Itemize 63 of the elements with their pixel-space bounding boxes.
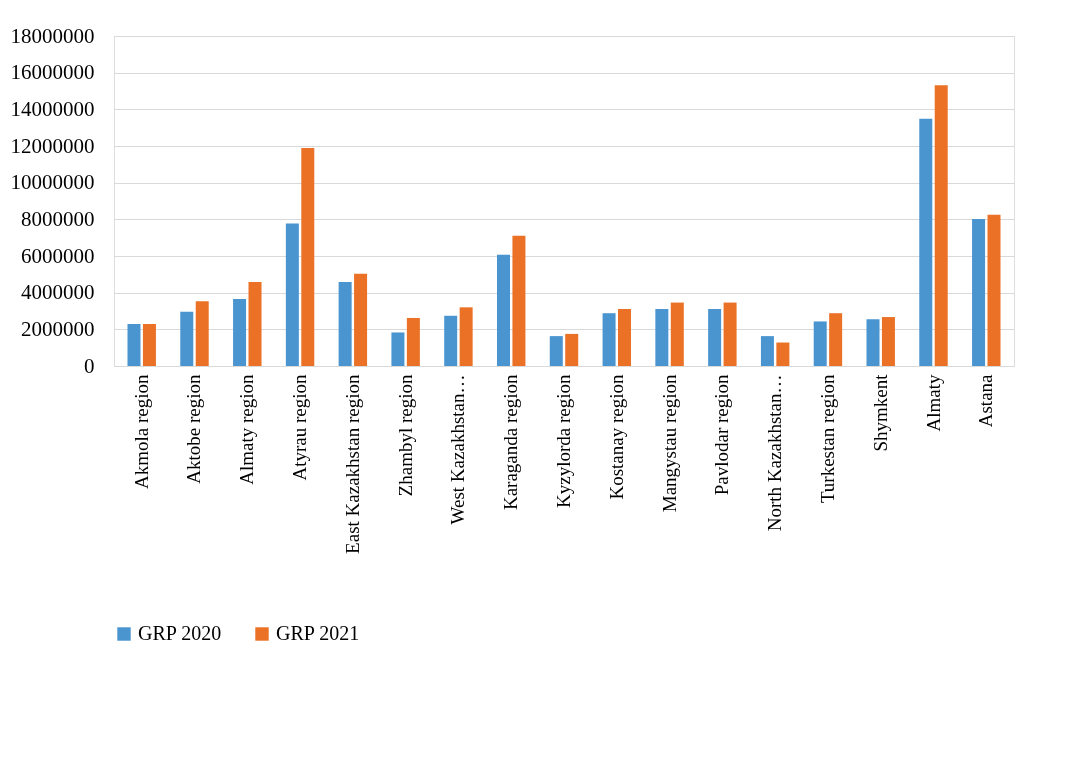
x-tick-label: Almaty: [922, 374, 944, 432]
x-tick-label: East Kazakhstan region: [341, 374, 363, 554]
bar: [406, 317, 420, 366]
x-tick-label: Astana: [975, 373, 997, 428]
bar: [866, 319, 880, 366]
bar: [565, 333, 579, 366]
x-tick-label: Turkestan region: [816, 374, 838, 504]
bar: [512, 235, 526, 366]
x-tick-label: Akmola region: [130, 374, 152, 490]
bar: [354, 273, 368, 366]
y-tick-label: 18000000: [10, 23, 95, 48]
legend-label: GRP 2020: [138, 622, 222, 644]
bar: [459, 307, 473, 366]
bar: [233, 299, 247, 366]
bar: [760, 336, 774, 366]
bar: [195, 301, 209, 366]
x-tick-label: Aktobe region: [183, 374, 205, 484]
bar: [670, 302, 684, 366]
x-tick-label: Pavlodar region: [711, 374, 733, 496]
bar: [813, 321, 827, 366]
y-tick-label: 14000000: [10, 96, 95, 121]
bar: [444, 315, 458, 366]
bar: [549, 336, 563, 366]
y-tick-label: 16000000: [10, 60, 95, 85]
x-tick-label: Mangystau region: [658, 374, 680, 513]
x-tick-label: Zhambyl region: [394, 374, 416, 497]
bar: [829, 313, 843, 366]
bar: [602, 313, 616, 366]
bar: [142, 324, 156, 366]
bar: [180, 311, 194, 366]
bar: [391, 332, 405, 366]
bar: [248, 282, 262, 366]
x-tick-label: Almaty region: [236, 374, 258, 485]
x-tick-label: North Kazakhstan…: [764, 374, 786, 532]
bar: [723, 302, 737, 366]
bar: [285, 223, 299, 366]
bar: [301, 148, 315, 366]
x-tick-label: Kyzylorda region: [553, 374, 574, 508]
bar: [881, 317, 895, 366]
bar: [618, 308, 632, 366]
y-tick-label: 12000000: [10, 133, 95, 158]
bar: [338, 282, 352, 366]
y-tick-label: 10000000: [10, 170, 95, 195]
y-tick-label: 2000000: [21, 316, 95, 341]
y-tick-label: 8000000: [21, 206, 95, 231]
bar: [972, 218, 986, 366]
bar: [919, 118, 933, 366]
x-tick-label: Atyrau region: [289, 374, 311, 481]
bar: [127, 324, 141, 366]
bar: [496, 254, 510, 366]
x-tick-label: West Kazakhstan…: [447, 374, 469, 525]
legend-label: GRP 2021: [276, 622, 360, 644]
y-tick-label: 4000000: [21, 280, 95, 305]
bar: [934, 85, 948, 366]
bar: [708, 308, 722, 366]
x-tick-label: Karaganda region: [500, 374, 522, 511]
bar: [987, 214, 1001, 366]
y-tick-label: 6000000: [21, 243, 95, 268]
y-tick-label: 0: [84, 353, 95, 378]
x-tick-label: Shymkent: [869, 373, 891, 452]
x-tick-label: Kostanay region: [605, 374, 627, 500]
bar: [655, 308, 669, 366]
bar: [776, 342, 790, 366]
